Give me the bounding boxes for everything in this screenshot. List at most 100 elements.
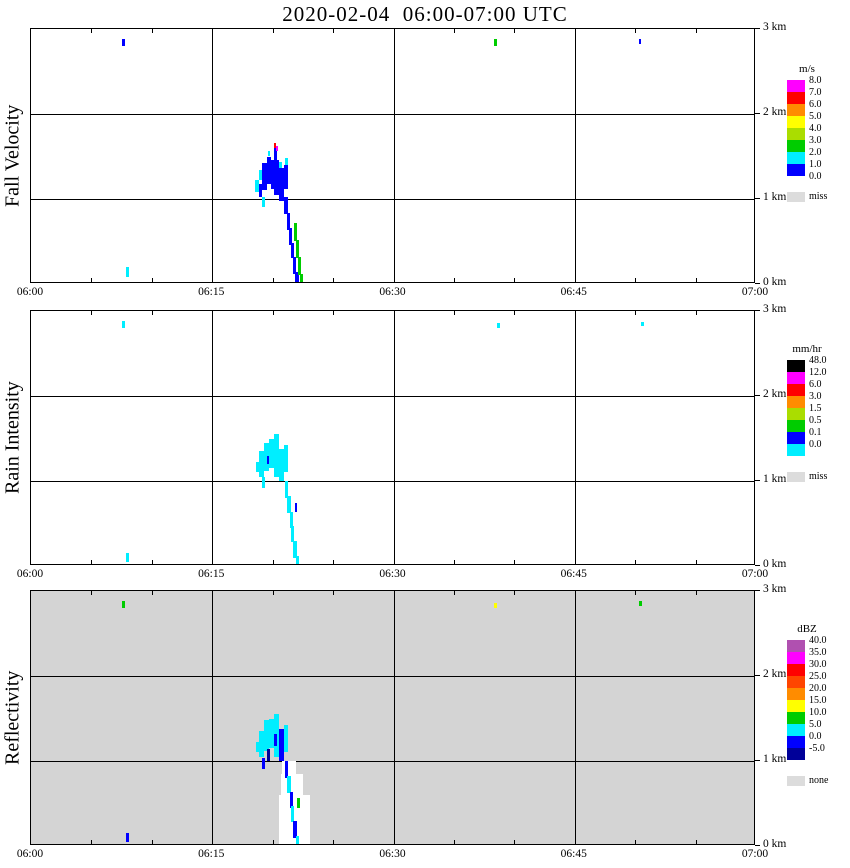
grid-line-vertical [212,591,214,844]
missing-data-label: miss [809,191,828,202]
height-tick-label: 1 km [763,753,787,765]
x-tick-label: 06:00 [16,848,44,860]
colorbar-unit-label: mm/hr [792,343,822,355]
minor-tick [453,29,455,33]
colorbar-tick-label: 2.0 [809,147,822,158]
echo-cell [283,725,288,753]
colorbar-cell [787,712,805,724]
echo-cell [273,148,277,160]
missing-data-swatch [787,192,805,202]
grid-line-vertical [574,311,576,564]
echo-cell [638,601,642,607]
minor-tick [635,278,637,282]
minor-tick [635,591,637,595]
echo-cell [259,451,265,477]
minor-tick [151,311,153,315]
x-tick-label: 07:00 [741,286,769,298]
colorbar-cell [787,372,805,384]
minor-tick [514,29,516,33]
height-tick-label: 0 km [763,558,787,570]
height-axis-tick [755,198,760,199]
x-tick-label: 06:15 [198,286,225,298]
echo-cell [264,442,270,471]
x-tick-label: 06:15 [198,568,225,580]
colorbar-tick-label: 0.0 [809,171,822,182]
grid-line-vertical [574,591,576,844]
height-tick-label: 1 km [763,473,787,485]
minor-tick [91,278,93,282]
colorbar-cell [787,444,805,456]
colorbar-cell [787,152,805,164]
colorbar-tick-label: 12.0 [809,367,827,378]
minor-tick [91,560,93,564]
x-tick-label: 06:00 [16,286,44,298]
grid-line-vertical [212,311,214,564]
echo-cell [261,476,265,488]
echo-cell [293,820,297,838]
missing-data-label: miss [809,471,828,482]
minor-tick [514,840,516,844]
echo-cell [122,321,126,328]
minor-tick [272,591,274,595]
echo-cell [289,791,293,808]
minor-tick [453,311,455,315]
echo-cell [255,180,259,193]
x-tick-label: 06:45 [560,848,587,860]
colorbar-cell [787,652,805,664]
colorbar-cell [787,676,805,688]
minor-tick [453,840,455,844]
echo-cell [295,272,299,282]
grid-line-horizontal [31,761,754,762]
colorbar-tick-label: 0.0 [809,439,822,450]
minor-tick [272,840,274,844]
colorbar-tick-label: 1.5 [809,403,822,414]
minor-tick [695,560,697,564]
x-tick-label: 06:30 [379,286,406,298]
echo-cell [638,39,642,45]
echo-cell [267,151,271,157]
colorbar-cell [787,384,805,396]
colorbar-tick-label: 0.1 [809,427,822,438]
height-axis-tick [755,760,760,761]
echo-cell [261,757,265,770]
echo-cell [270,159,275,189]
colorbar-cell [787,92,805,104]
echo-cell [284,197,289,215]
echo-cell [122,601,126,608]
colorbar-cell [787,724,805,736]
minor-tick [272,29,274,33]
echo-cell [287,496,291,514]
minor-tick [333,278,335,282]
minor-tick [91,29,93,33]
echo-cell [274,733,278,746]
echo-cell [295,835,300,844]
echo-cell [293,540,297,558]
height-tick-label: 2 km [763,106,787,118]
echo-cell [122,39,126,46]
x-tick-label: 06:30 [379,848,406,860]
x-tick-label: 07:00 [741,848,769,860]
echo-cell [299,273,303,282]
minor-tick [151,840,153,844]
minor-tick [453,591,455,595]
colorbar-cell [787,688,805,700]
echo-cell [293,222,297,242]
echo-cell [267,156,271,184]
colorbar-unit-label: m/s [799,63,815,75]
echo-cell [259,731,265,757]
minor-tick [453,560,455,564]
colorbar-cell [787,140,805,152]
x-tick-label: 06:45 [560,286,587,298]
minor-tick [635,840,637,844]
echo-cell [255,462,260,473]
echo-cell [278,448,284,481]
minor-tick [333,560,335,564]
colorbar-tick-label: 25.0 [809,671,827,682]
echo-cell [274,142,277,148]
echo-cell [264,720,270,751]
colorbar-tick-label: 30.0 [809,659,827,670]
echo-cell [262,163,268,191]
y-axis-label-reflectivity: Reflectivity [1,670,24,765]
echo-cell [126,267,130,278]
minor-tick [333,840,335,844]
